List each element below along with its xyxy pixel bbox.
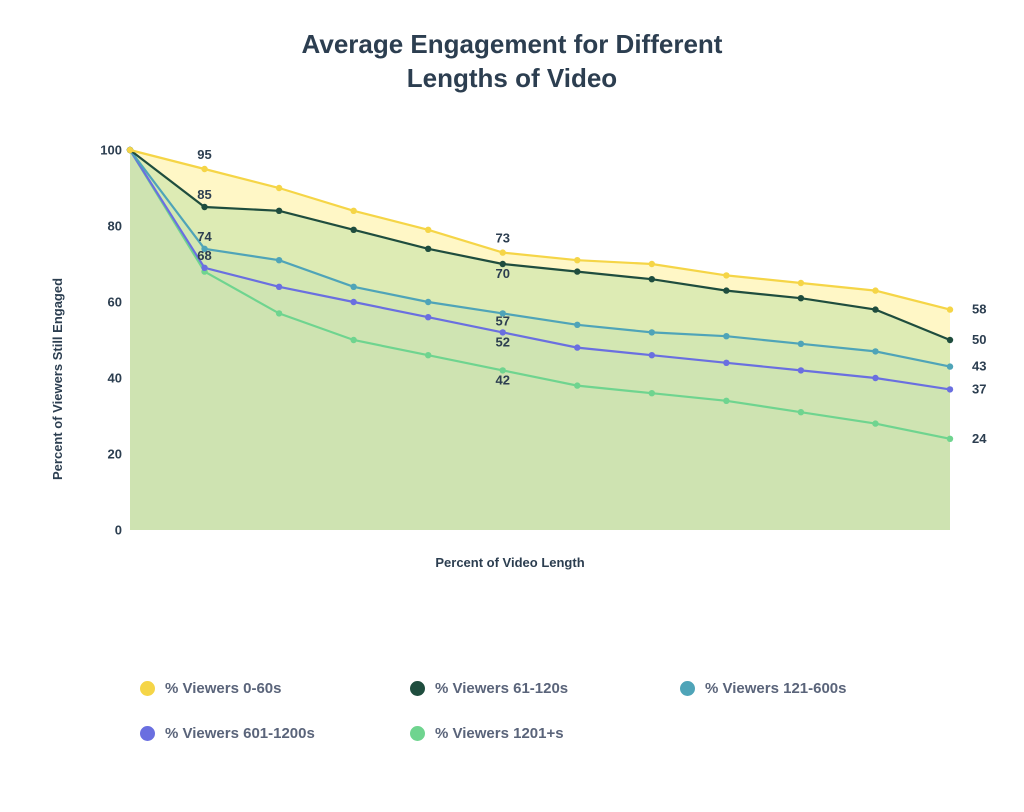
data-label: 68 xyxy=(197,248,211,263)
legend-label: % Viewers 61-120s xyxy=(435,680,568,697)
data-label: 73 xyxy=(495,231,509,246)
marker-s121 xyxy=(872,348,878,354)
marker-s1201 xyxy=(649,390,655,396)
marker-s1201 xyxy=(798,409,804,415)
marker-s61 xyxy=(649,276,655,282)
legend-item: % Viewers 61-120s xyxy=(410,680,610,697)
data-label: 43 xyxy=(972,359,986,374)
marker-s0 xyxy=(276,185,282,191)
marker-s61 xyxy=(201,204,207,210)
data-label: 50 xyxy=(972,332,986,347)
marker-s61 xyxy=(798,295,804,301)
data-label: 70 xyxy=(495,266,509,281)
marker-s61 xyxy=(350,227,356,233)
y-tick: 80 xyxy=(82,219,122,234)
marker-s61 xyxy=(276,208,282,214)
y-tick: 60 xyxy=(82,295,122,310)
marker-s0 xyxy=(723,272,729,278)
marker-s0 xyxy=(425,227,431,233)
legend-item: % Viewers 0-60s xyxy=(140,680,340,697)
area-chart-svg: 9585746873705752425850433724 xyxy=(60,150,960,590)
marker-s601 xyxy=(947,386,953,392)
data-label: 37 xyxy=(972,381,986,396)
marker-s1201 xyxy=(425,352,431,358)
data-label: 74 xyxy=(197,229,212,244)
data-label: 24 xyxy=(972,431,987,446)
marker-s0 xyxy=(872,287,878,293)
legend-label: % Viewers 121-600s xyxy=(705,680,847,697)
marker-s61 xyxy=(723,287,729,293)
marker-s121 xyxy=(649,329,655,335)
marker-s121 xyxy=(798,341,804,347)
marker-s0 xyxy=(574,257,580,263)
x-axis-label: Percent of Video Length xyxy=(60,555,960,570)
data-label: 58 xyxy=(972,302,986,317)
legend-label: % Viewers 0-60s xyxy=(165,680,281,697)
marker-s601 xyxy=(649,352,655,358)
chart-title-line1: Average Engagement for Different xyxy=(0,28,1024,62)
legend-item: % Viewers 601-1200s xyxy=(140,725,340,742)
marker-s601 xyxy=(425,314,431,320)
marker-s0 xyxy=(649,261,655,267)
marker-s61 xyxy=(574,268,580,274)
y-tick: 0 xyxy=(82,523,122,538)
marker-s61 xyxy=(947,337,953,343)
marker-s1201 xyxy=(276,310,282,316)
y-axis-label: Percent of Viewers Still Engaged xyxy=(50,278,65,480)
marker-s1201 xyxy=(872,420,878,426)
marker-s601 xyxy=(350,299,356,305)
marker-s601 xyxy=(723,360,729,366)
marker-s601 xyxy=(574,344,580,350)
legend-label: % Viewers 601-1200s xyxy=(165,725,315,742)
marker-s601 xyxy=(872,375,878,381)
data-label: 95 xyxy=(197,147,211,162)
chart-title-line2: Lengths of Video xyxy=(0,62,1024,96)
marker-s601 xyxy=(201,265,207,271)
marker-s0 xyxy=(500,249,506,255)
marker-s121 xyxy=(425,299,431,305)
marker-s121 xyxy=(947,363,953,369)
legend-label: % Viewers 1201+s xyxy=(435,725,564,742)
chart-area: Percent of Viewers Still Engaged 0204060… xyxy=(60,150,960,600)
marker-s1201 xyxy=(947,436,953,442)
marker-s121 xyxy=(723,333,729,339)
data-label: 42 xyxy=(495,372,509,387)
marker-s0 xyxy=(798,280,804,286)
data-label: 52 xyxy=(495,334,509,349)
marker-s0 xyxy=(947,306,953,312)
marker-s61 xyxy=(425,246,431,252)
marker-s0 xyxy=(350,208,356,214)
legend-item: % Viewers 121-600s xyxy=(680,680,880,697)
chart-title: Average Engagement for Different Lengths… xyxy=(0,0,1024,96)
legend-dot-icon xyxy=(140,726,155,741)
y-tick: 100 xyxy=(82,143,122,158)
marker-s121 xyxy=(276,257,282,263)
data-label: 85 xyxy=(197,187,211,202)
marker-s61 xyxy=(872,306,878,312)
legend-dot-icon xyxy=(680,681,695,696)
marker-s601 xyxy=(276,284,282,290)
y-tick: 20 xyxy=(82,447,122,462)
marker-s0 xyxy=(201,166,207,172)
legend: % Viewers 0-60s % Viewers 61-120s % Viewer… xyxy=(140,680,920,742)
marker-s121 xyxy=(574,322,580,328)
legend-dot-icon xyxy=(410,681,425,696)
marker-s0 xyxy=(127,147,133,153)
legend-item: % Viewers 1201+s xyxy=(410,725,610,742)
y-tick: 40 xyxy=(82,371,122,386)
marker-s121 xyxy=(350,284,356,290)
data-label: 57 xyxy=(495,313,509,328)
legend-dot-icon xyxy=(410,726,425,741)
marker-s601 xyxy=(798,367,804,373)
marker-s1201 xyxy=(574,382,580,388)
marker-s1201 xyxy=(350,337,356,343)
marker-s1201 xyxy=(723,398,729,404)
legend-dot-icon xyxy=(140,681,155,696)
